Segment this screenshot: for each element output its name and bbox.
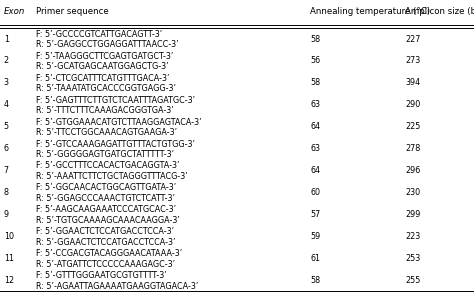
Text: Primer sequence: Primer sequence (36, 7, 108, 17)
Text: Amplicon size (bp): Amplicon size (bp) (405, 7, 474, 17)
Text: 58: 58 (310, 276, 320, 285)
Text: F: 5’-GAGTTTCTTGTCTCAATTTAGATGC-3’: F: 5’-GAGTTTCTTGTCTCAATTTAGATGC-3’ (36, 96, 195, 105)
Text: 56: 56 (310, 56, 320, 65)
Text: 57: 57 (310, 210, 321, 219)
Text: 296: 296 (405, 166, 420, 175)
Text: R: 5’-GGGGGAGTGATGCTATTTTT-3’: R: 5’-GGGGGAGTGATGCTATTTTT-3’ (36, 150, 173, 159)
Text: 394: 394 (405, 78, 420, 87)
Text: R: 5’-TTCCTGGCAAACAGTGAAGA-3’: R: 5’-TTCCTGGCAAACAGTGAAGA-3’ (36, 128, 177, 137)
Text: 278: 278 (405, 144, 420, 153)
Text: R: 5’-AGAATTAGAAAATGAAGGTAGACA-3’: R: 5’-AGAATTAGAAAATGAAGGTAGACA-3’ (36, 282, 198, 291)
Text: R: 5’-TGTGCAAAAGCAAACAAGGA-3’: R: 5’-TGTGCAAAAGCAAACAAGGA-3’ (36, 216, 180, 225)
Text: R: 5’-AAATTCTTCTGCTAGGGTTTACG-3’: R: 5’-AAATTCTTCTGCTAGGGTTTACG-3’ (36, 172, 187, 181)
Text: R: 5’-GGAACTCTCCATGACCTCCA-3’: R: 5’-GGAACTCTCCATGACCTCCA-3’ (36, 238, 175, 247)
Text: 290: 290 (405, 100, 420, 109)
Text: R: 5’-TTTCTTTCAAAGACGGGTGA-3’: R: 5’-TTTCTTTCAAAGACGGGTGA-3’ (36, 106, 173, 115)
Text: 10: 10 (4, 232, 14, 241)
Text: F: 5’-AAGCAAGAAATCCCATGCAC-3’: F: 5’-AAGCAAGAAATCCCATGCAC-3’ (36, 205, 176, 214)
Text: 64: 64 (310, 166, 320, 175)
Text: F: 5’-GTTTGGGAATGCGTGTTTT-3’: F: 5’-GTTTGGGAATGCGTGTTTT-3’ (36, 271, 166, 280)
Text: 1: 1 (4, 35, 9, 43)
Text: 58: 58 (310, 78, 320, 87)
Text: Annealing temperature (°C): Annealing temperature (°C) (310, 7, 430, 17)
Text: 61: 61 (310, 254, 320, 263)
Text: 6: 6 (4, 144, 9, 153)
Text: F: 5’-GTCCAAAGAGATTGTTTACTGTGG-3’: F: 5’-GTCCAAAGAGATTGTTTACTGTGG-3’ (36, 140, 194, 149)
Text: 9: 9 (4, 210, 9, 219)
Text: 225: 225 (405, 122, 420, 131)
Text: 230: 230 (405, 188, 420, 197)
Text: 5: 5 (4, 122, 9, 131)
Text: F: 5’-CCGACGTACAGGGAACATAAA-3’: F: 5’-CCGACGTACAGGGAACATAAA-3’ (36, 249, 182, 258)
Text: R: 5’-GGAGCCCAAACTGTCTCATT-3’: R: 5’-GGAGCCCAAACTGTCTCATT-3’ (36, 194, 174, 203)
Text: 253: 253 (405, 254, 420, 263)
Text: 227: 227 (405, 35, 420, 43)
Text: 2: 2 (4, 56, 9, 65)
Text: 255: 255 (405, 276, 420, 285)
Text: 223: 223 (405, 232, 420, 241)
Text: F: 5’-GCCCCGTCATTGACAGTT-3’: F: 5’-GCCCCGTCATTGACAGTT-3’ (36, 30, 162, 39)
Text: 59: 59 (310, 232, 321, 241)
Text: 12: 12 (4, 276, 14, 285)
Text: 63: 63 (310, 100, 320, 109)
Text: 8: 8 (4, 188, 9, 197)
Text: 63: 63 (310, 144, 320, 153)
Text: F: 5’-GGAACTCTCCATGACCTCCA-3’: F: 5’-GGAACTCTCCATGACCTCCA-3’ (36, 227, 173, 236)
Text: R: 5’-GAGGCCTGGAGGATTTAACC-3’: R: 5’-GAGGCCTGGAGGATTTAACC-3’ (36, 40, 178, 49)
Text: F: 5’-TAAGGGCTTCGAGTGATGCT-3’: F: 5’-TAAGGGCTTCGAGTGATGCT-3’ (36, 52, 173, 61)
Text: Exon: Exon (4, 7, 25, 17)
Text: 64: 64 (310, 122, 320, 131)
Text: 11: 11 (4, 254, 14, 263)
Text: 7: 7 (4, 166, 9, 175)
Text: 60: 60 (310, 188, 320, 197)
Text: 299: 299 (405, 210, 420, 219)
Text: 273: 273 (405, 56, 420, 65)
Text: R: 5’-ATGATTCTCCCCCAAAGAGC-3’: R: 5’-ATGATTCTCCCCCAAAGAGC-3’ (36, 260, 175, 269)
Text: F: 5’-GGCAACACTGGCAGTTGATA-3’: F: 5’-GGCAACACTGGCAGTTGATA-3’ (36, 183, 176, 192)
Text: R: 5’-GCATGAGCAATGGAGCTG-3’: R: 5’-GCATGAGCAATGGAGCTG-3’ (36, 62, 168, 71)
Text: 3: 3 (4, 78, 9, 87)
Text: F: 5’-GCCTTTCCACACTGACAGGTA-3’: F: 5’-GCCTTTCCACACTGACAGGTA-3’ (36, 161, 179, 171)
Text: F: 5’-CTCGCATTTCATGTTTGACA-3’: F: 5’-CTCGCATTTCATGTTTGACA-3’ (36, 74, 169, 83)
Text: R: 5’-TAAATATGCACCCGGTGAGG-3’: R: 5’-TAAATATGCACCCGGTGAGG-3’ (36, 84, 175, 93)
Text: F: 5’-GTGGAAACATGTCTTAAGGAGTACA-3’: F: 5’-GTGGAAACATGTCTTAAGGAGTACA-3’ (36, 118, 201, 127)
Text: 58: 58 (310, 35, 320, 43)
Text: 4: 4 (4, 100, 9, 109)
